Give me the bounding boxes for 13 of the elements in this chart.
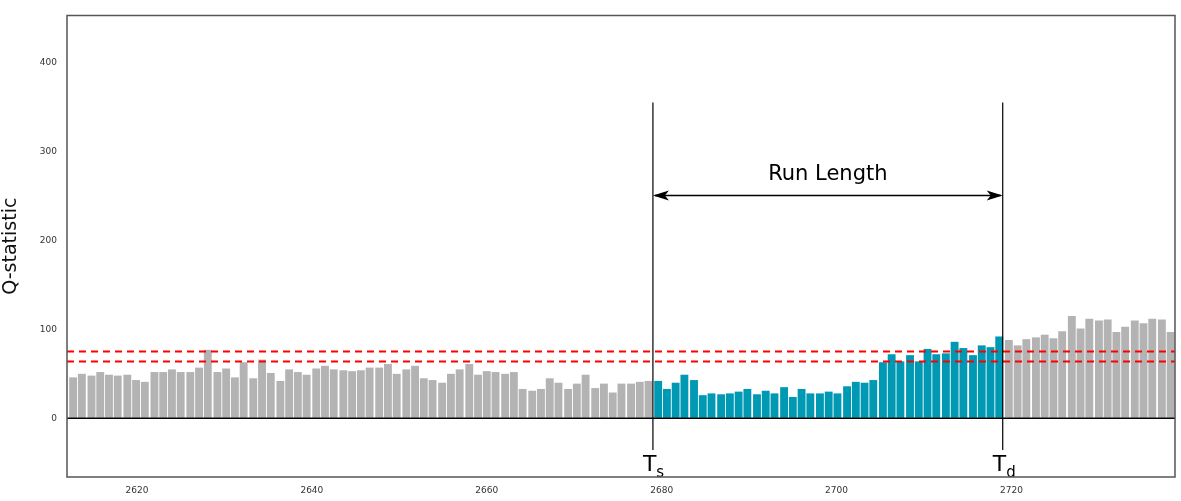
x-tick-label: 2620 (125, 484, 149, 495)
x-tick-label: 2720 (1000, 484, 1024, 495)
annotation: Run Length (768, 161, 888, 186)
y-tick-label: 300 (39, 145, 58, 156)
y-tick-label: 0 (51, 412, 58, 423)
y-tick-label: 100 (39, 323, 58, 334)
x-tick-label: 2700 (825, 484, 849, 495)
x-tick-label: 2680 (650, 484, 674, 495)
x-tick-label: 2640 (300, 484, 324, 495)
x-tick-label: 2660 (475, 484, 499, 495)
y-tick-label: 400 (39, 56, 58, 67)
y-tick-label: 200 (39, 234, 58, 245)
y-axis-title: Q-statistic (0, 197, 21, 295)
